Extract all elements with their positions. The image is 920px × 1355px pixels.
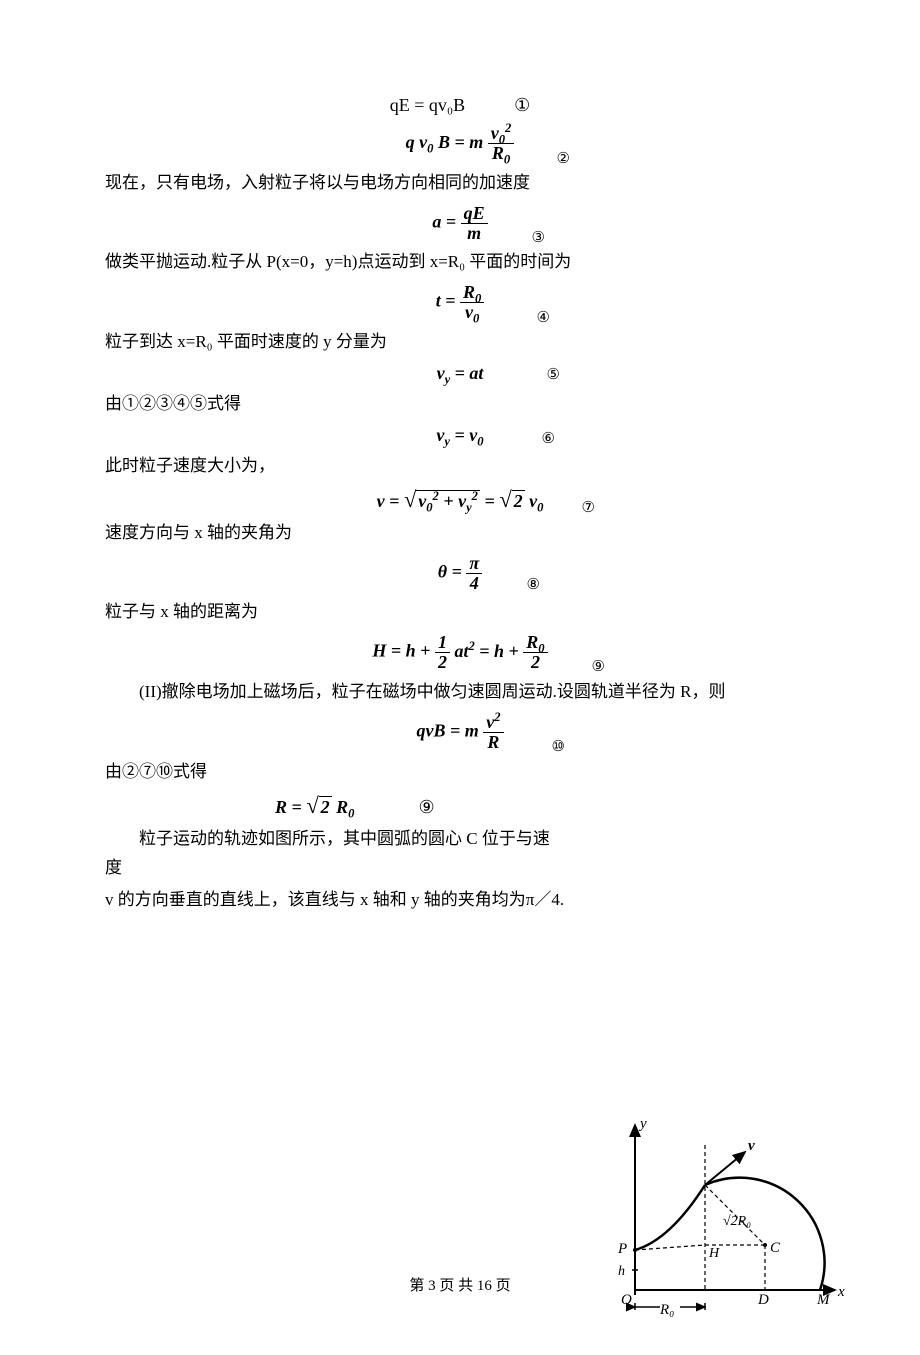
eq4-num: ④ (537, 308, 550, 327)
label-sqrt2R0: √2R₀ (723, 1214, 751, 1229)
label-x: x (837, 1284, 845, 1300)
eq1-num: ① (514, 95, 530, 115)
equation-6: vy = v0 ⑥ (105, 425, 815, 446)
eq7-num: ⑦ (582, 498, 595, 517)
eq11-num: ⑨ (418, 797, 434, 817)
paragraph-9: 由②⑦⑩式得 (105, 758, 815, 787)
paragraph-6: 速度方向与 x 轴的夹角为 (105, 519, 815, 548)
label-v: v (748, 1138, 755, 1154)
label-P: P (617, 1241, 627, 1257)
paragraph-3: 粒子到达 x=R₀ 平面时速度的 y 分量为 (105, 328, 815, 357)
equation-1: qE = qv₀B ① (105, 95, 815, 116)
label-C: C (770, 1240, 781, 1256)
label-O: O (621, 1292, 632, 1308)
label-R0: R₀ (659, 1302, 674, 1318)
label-M: M (816, 1292, 831, 1308)
paragraph-1: 现在，只有电场，入射粒子将以与电场方向相同的加速度 (105, 169, 815, 198)
eq6-num: ⑥ (542, 429, 555, 448)
paragraph-4: 由①②③④⑤式得 (105, 390, 815, 419)
eq9-num: ⑨ (592, 657, 605, 676)
eq3-num: ③ (532, 228, 545, 247)
paragraph-7: 粒子与 x 轴的距离为 (105, 598, 815, 627)
paragraph-5: 此时粒子速度大小为， (105, 452, 815, 481)
eq1-text: qE = qv₀B (390, 95, 465, 115)
eq2-num: ② (557, 149, 570, 168)
eq8-num: ⑧ (527, 575, 540, 594)
diagram-svg: y x v P H C D M O h R₀ √2R₀ (610, 1110, 850, 1320)
label-y: y (638, 1116, 647, 1132)
paragraph-8: (II)撤除电场加上磁场后，粒子在磁场中做匀速圆周运动.设圆轨道半径为 R，则 (105, 678, 815, 707)
label-H: H (708, 1246, 720, 1261)
equation-4: t = R0 v0 ④ (105, 283, 815, 322)
label-h: h (618, 1264, 625, 1279)
equation-8: θ = π 4 ⑧ (105, 554, 815, 593)
equation-3: a = qE m ③ (105, 204, 815, 243)
eq10-num: ⑩ (552, 737, 565, 756)
paragraph-10-line1: 粒子运动的轨迹如图所示，其中圆弧的圆心 C 位于与速度 (105, 825, 815, 883)
equation-10: qvB = m v2 R ⑩ (105, 713, 815, 752)
paragraph-10-line2: v 的方向垂直的直线上，该直线与 x 轴和 y 轴的夹角均为π／4. (105, 886, 815, 915)
equation-2: q v0 B = m v02 R0 ② (105, 124, 815, 163)
page: qE = qv₀B ① q v0 B = m v02 R0 ② 现在，只有电场，… (0, 0, 920, 1355)
equation-5: vy = at ⑤ (105, 363, 815, 384)
eq5-num: ⑤ (547, 365, 560, 384)
equation-9: H = h + 1 2 at2 = h + R0 2 ⑨ (105, 633, 815, 672)
equation-11: R = 2 R0 ⑨ (105, 793, 815, 819)
equation-7: v = v02 + vy2 = 2 v0 ⑦ (105, 487, 815, 513)
label-D: D (757, 1292, 769, 1308)
paragraph-2: 做类平抛运动.粒子从 P(x=0，y=h)点运动到 x=R₀ 平面的时间为 (105, 248, 815, 277)
trajectory-diagram: y x v P H C D M O h R₀ √2R₀ (610, 1110, 850, 1325)
